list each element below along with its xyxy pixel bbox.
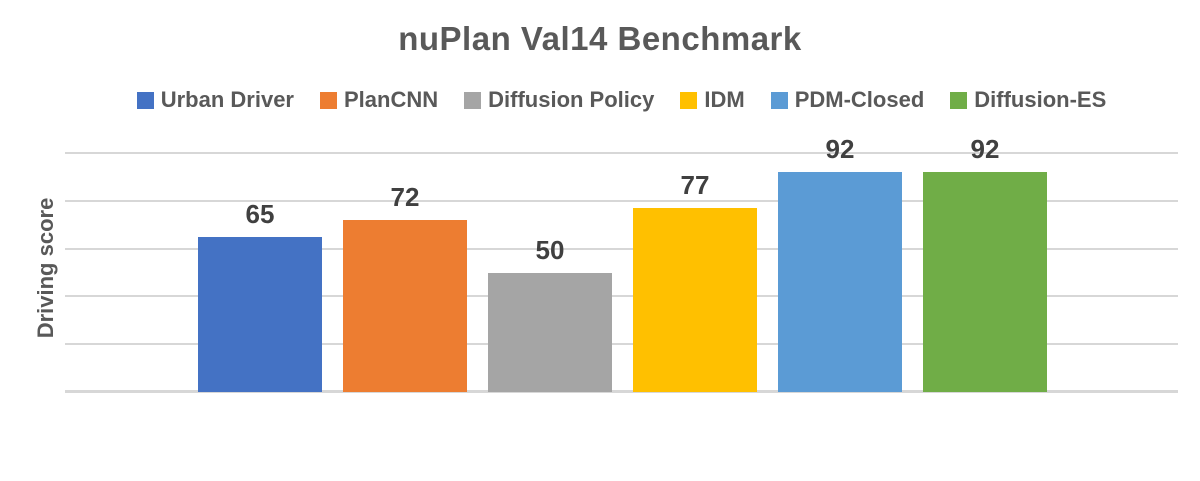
y-axis-title: Driving score — [33, 197, 58, 339]
gridline-20 — [65, 343, 1178, 346]
bar-urban-driver — [198, 236, 322, 392]
plot-area: 65 72 50 77 92 92 — [65, 134, 1178, 393]
bar-diffusion-es — [923, 172, 1047, 392]
legend-swatch-icon — [464, 91, 482, 109]
legend: Urban Driver PlanCNN Diffusion Policy IDM PD… — [65, 87, 1178, 113]
gridline-40 — [65, 295, 1178, 298]
gridline-80 — [65, 199, 1178, 202]
bar-pdm-closed — [778, 172, 902, 392]
bar-diffusion-policy — [488, 272, 612, 392]
legend-swatch-icon — [950, 91, 968, 109]
legend-swatch-icon — [770, 91, 788, 109]
legend-item-plancnn: PlanCNN — [320, 87, 438, 113]
bar-value-label-diffusion-es: 92 — [970, 134, 1000, 165]
legend-swatch-icon — [680, 91, 698, 109]
bar-value-label-plancnn: 72 — [390, 181, 420, 212]
gridline-100 — [65, 152, 1178, 154]
legend-label: PlanCNN — [344, 87, 439, 112]
bar-value-label-urban-driver: 65 — [245, 198, 275, 229]
bar-value-label-idm: 77 — [680, 169, 710, 200]
bar-idm — [633, 207, 757, 392]
bar-value-label-pdm-closed: 92 — [825, 134, 855, 165]
gridline-60 — [65, 247, 1178, 250]
bar-value-label-diffusion-policy: 50 — [535, 234, 565, 265]
legend-item-pdm-closed: PDM-Closed — [770, 87, 925, 113]
x-axis-line — [65, 390, 1178, 393]
chart-title: nuPlan Val14 Benchmark — [398, 20, 802, 57]
legend-item-diffusion-es: Diffusion-ES — [950, 87, 1106, 113]
legend-label: PDM-Closed — [794, 87, 925, 112]
legend-label: Urban Driver — [160, 87, 294, 112]
legend-label: IDM — [704, 87, 745, 112]
legend-item-urban-driver: Urban Driver — [136, 87, 294, 113]
bar-plancnn — [343, 219, 467, 392]
legend-label: Diffusion-ES — [974, 87, 1107, 112]
legend-swatch-icon — [320, 91, 337, 109]
legend-swatch-icon — [136, 91, 154, 109]
legend-label: Diffusion Policy — [488, 87, 655, 112]
legend-item-idm: IDM — [680, 87, 745, 113]
legend-item-diffusion-policy: Diffusion Policy — [464, 87, 654, 113]
